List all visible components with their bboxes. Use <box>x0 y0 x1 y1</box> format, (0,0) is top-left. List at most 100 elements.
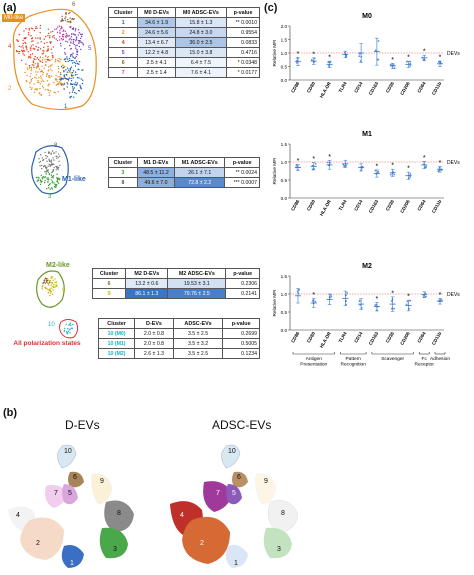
cluster-point <box>50 41 52 43</box>
significance-marker: * <box>439 55 442 62</box>
group-label: Fc <box>422 356 428 362</box>
cluster-point <box>57 156 59 159</box>
table-cell-cluster: 9 <box>91 288 127 299</box>
cluster-point <box>61 77 64 80</box>
cluster-point <box>63 76 66 78</box>
cluster-point <box>59 76 61 78</box>
cluster-point <box>75 92 77 95</box>
cluster-point <box>57 82 60 85</box>
significance-marker: * <box>407 166 410 173</box>
cluster-point <box>69 21 71 24</box>
cluster-point <box>46 177 48 179</box>
table-row: 7 2.5 ± 1.4 7.6 ± 4.1 * 0.0177 <box>107 67 260 78</box>
cluster-point <box>38 177 40 179</box>
cluster-point <box>22 42 24 45</box>
panel-a-label: (a) <box>3 2 17 14</box>
cluster-point <box>78 45 81 48</box>
y-tick-label: 0.0 <box>281 328 288 333</box>
category-label: CD14 <box>353 81 363 94</box>
cluster-point <box>39 160 42 163</box>
cluster-point <box>51 175 54 178</box>
cluster-point <box>59 35 61 38</box>
data-point <box>296 59 298 62</box>
cluster-point <box>68 77 70 80</box>
table-row: 6 13.2 ± 0.6 19.53 ± 3.1 0.2306 <box>91 278 260 289</box>
cluster-point <box>69 44 71 47</box>
data-point <box>314 300 317 303</box>
cluster-point <box>33 64 35 66</box>
cluster-point <box>56 179 59 181</box>
table-cell-d: 13.4 ± 6.7 <box>137 37 176 48</box>
cluster-point <box>35 71 37 73</box>
cluster-point <box>74 30 76 32</box>
cluster-point <box>72 56 74 58</box>
cluster-point <box>56 285 58 288</box>
cluster-point <box>46 41 48 44</box>
m0like-label: M0-like <box>2 14 26 22</box>
table-header: M1 D-EVs <box>136 157 176 168</box>
cluster-point <box>45 171 47 173</box>
table-cell-p: 0.1234 <box>222 348 260 359</box>
table-cell-adsc: 36.0 ± 2.5 <box>174 37 228 48</box>
cluster-point <box>44 180 46 182</box>
cluster-point <box>35 66 37 68</box>
cluster-point <box>56 167 58 170</box>
cluster-point <box>54 60 57 63</box>
c8-label: 8 <box>54 143 58 149</box>
cluster-point <box>23 37 26 39</box>
category-label: CD14 <box>353 331 363 344</box>
cluster-point <box>49 188 51 190</box>
cluster-point <box>68 71 70 73</box>
umap-devs-label-4: 4 <box>16 512 20 519</box>
cluster-point <box>69 17 71 19</box>
cluster-point <box>60 20 62 22</box>
table-row: 10 (M2) 2.6 ± 1.3 3.5 ± 2.5 0.1234 <box>97 348 260 359</box>
cluster-point <box>68 34 70 37</box>
table-cell-adsc: 3.5 ± 2.5 <box>172 328 224 339</box>
y-tick-label: 1.5 <box>281 142 288 147</box>
cluster-point <box>80 37 82 40</box>
cluster-point <box>46 56 49 59</box>
cluster-point <box>51 64 53 66</box>
cluster-point <box>66 41 69 43</box>
data-point <box>326 161 329 164</box>
cluster-point <box>53 37 55 39</box>
cluster-point <box>22 39 24 42</box>
cluster-point <box>41 65 43 68</box>
table-cell-cluster: 7 <box>107 67 139 78</box>
table-row: 6 2.5 ± 4.1 6.4 ± 7.5 * 0.0348 <box>107 57 260 68</box>
umap-adsc-c1 <box>225 545 248 568</box>
cluster-point <box>25 63 27 65</box>
cluster-point <box>39 165 41 167</box>
cluster-point <box>59 178 61 180</box>
cluster-point <box>62 19 64 22</box>
cluster-point <box>55 165 57 168</box>
table-cell-p: 0.0833 <box>226 37 260 48</box>
data-point <box>330 295 333 298</box>
cluster-point <box>75 55 78 58</box>
cluster-point <box>26 67 28 69</box>
cluster-point <box>80 33 82 36</box>
cluster-point <box>41 85 44 87</box>
cluster-point <box>63 88 65 90</box>
umap-devs-label-1: 1 <box>70 560 74 567</box>
cluster-point <box>67 18 69 21</box>
cluster-point <box>50 276 53 278</box>
cluster-point <box>37 71 39 73</box>
group-label: Recognition <box>341 362 367 368</box>
cluster-point <box>63 70 65 72</box>
data-point <box>314 163 317 165</box>
cluster-point <box>65 32 68 35</box>
cluster-point <box>41 177 44 179</box>
table-header: p-value <box>222 318 260 329</box>
significance-marker: * <box>423 49 426 56</box>
cluster-point <box>68 39 71 41</box>
cluster-point <box>49 289 52 292</box>
cluster-point <box>50 160 52 163</box>
umap-devs-label-2: 2 <box>36 540 40 547</box>
cluster-point <box>72 89 74 91</box>
cluster-point <box>25 79 28 82</box>
category-label: CD11b <box>431 199 443 214</box>
cluster-point <box>68 92 71 94</box>
cluster-point <box>49 288 51 290</box>
